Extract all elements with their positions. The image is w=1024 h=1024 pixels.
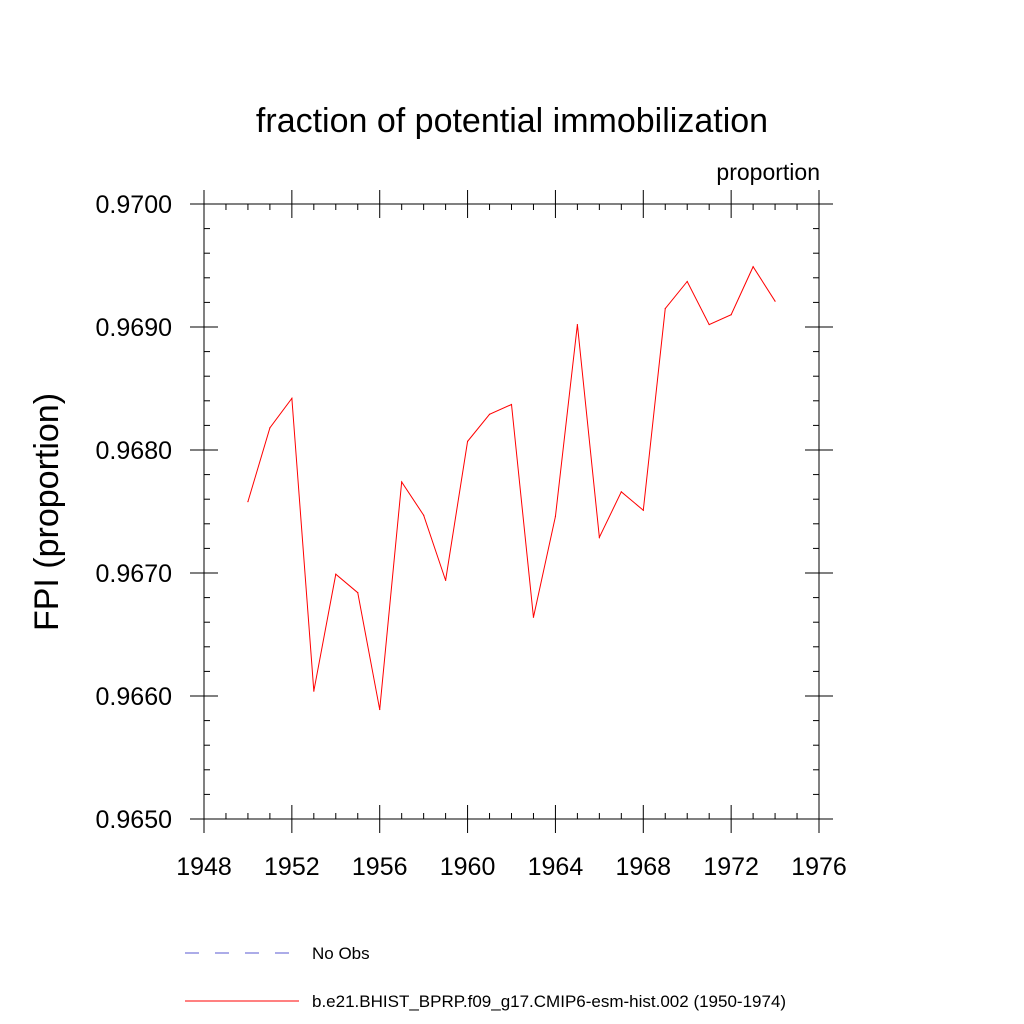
x-tick-label: 1948 bbox=[176, 853, 232, 881]
x-tick-label: 1964 bbox=[528, 853, 584, 881]
data-point bbox=[532, 616, 535, 618]
x-tick-label: 1952 bbox=[264, 853, 320, 881]
data-point bbox=[598, 536, 600, 538]
x-tick-label: 1960 bbox=[440, 853, 496, 881]
y-axis-label: FPI (proportion) bbox=[28, 393, 66, 631]
x-tick-label: 1956 bbox=[352, 853, 408, 881]
data-point bbox=[708, 323, 710, 326]
data-point bbox=[379, 708, 381, 711]
data-point bbox=[554, 515, 557, 518]
y-tick-label: 0.9660 bbox=[96, 683, 172, 711]
data-point bbox=[269, 427, 271, 429]
y-tick-label: 0.9680 bbox=[96, 437, 172, 465]
x-tick-label: 1972 bbox=[703, 853, 759, 881]
chart-title: fraction of potential immobilization bbox=[256, 102, 768, 140]
data-point bbox=[313, 690, 315, 692]
data-point bbox=[730, 314, 732, 316]
legend: No Obs b.e21.BHIST_BPRP.f09_g17.CMIP6-esm… bbox=[185, 944, 786, 1011]
data-point bbox=[291, 397, 293, 399]
data-point bbox=[576, 323, 578, 326]
data-point bbox=[664, 307, 666, 310]
y-tick-label: 0.9670 bbox=[96, 560, 172, 588]
series-lines bbox=[247, 265, 776, 711]
y-tick-label: 0.9700 bbox=[96, 191, 172, 219]
data-point bbox=[510, 403, 513, 406]
units-label: proportion bbox=[716, 159, 820, 185]
series-line-1 bbox=[247, 265, 776, 710]
data-point bbox=[752, 266, 754, 268]
data-point bbox=[423, 514, 425, 516]
data-point bbox=[247, 501, 249, 503]
data-point bbox=[642, 509, 644, 511]
legend-label: b.e21.BHIST_BPRP.f09_g17.CMIP6-esm-hist.… bbox=[312, 992, 786, 1011]
data-point bbox=[335, 573, 337, 575]
x-tick-label: 1976 bbox=[791, 853, 847, 881]
data-point bbox=[774, 300, 776, 302]
data-point bbox=[466, 440, 469, 442]
x-axis-ticks: 1948 1952 1956 1960 1964 1968 1972 1976 bbox=[176, 190, 847, 881]
y-axis-ticks: 0.9650 0.9660 0.9670 0.9680 0.9690 0.9700 bbox=[96, 191, 833, 834]
data-point bbox=[488, 413, 491, 415]
data-point bbox=[686, 280, 688, 283]
data-point bbox=[620, 491, 622, 493]
data-point bbox=[357, 592, 359, 594]
y-tick-label: 0.9690 bbox=[96, 314, 172, 342]
data-point bbox=[401, 481, 403, 483]
legend-label: No Obs bbox=[312, 944, 370, 963]
data-point bbox=[445, 579, 447, 581]
y-tick-label: 0.9650 bbox=[96, 806, 172, 834]
plot-frame bbox=[203, 203, 820, 820]
x-tick-label: 1968 bbox=[615, 853, 671, 881]
